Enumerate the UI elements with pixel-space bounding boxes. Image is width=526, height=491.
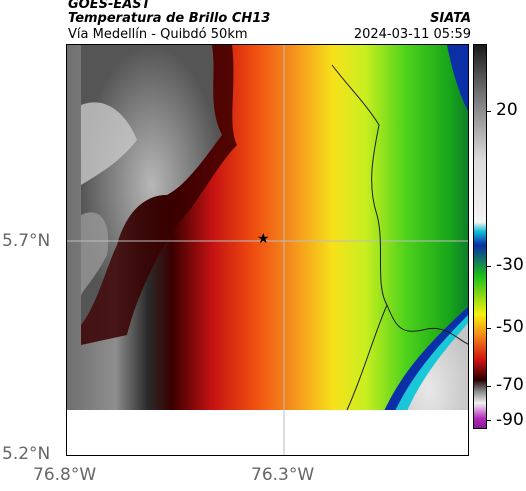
brightness-temperature-field [67, 45, 468, 455]
star-icon: ★ [257, 231, 270, 247]
colorbar-label: 20 [496, 100, 518, 120]
lon-label-2: 76.3°W [251, 465, 315, 485]
header-agency: SIATA [430, 11, 471, 26]
colorbar-scale [474, 45, 486, 428]
colorbar-label: -50 [496, 317, 524, 337]
lon-label-1: 76.8°W [33, 465, 97, 485]
colorbar-label: -70 [496, 375, 524, 395]
colorbar-tick [486, 386, 491, 387]
colorbar-label: -30 [496, 255, 524, 275]
header-region: Vía Medellín - Quibdó 50km [68, 27, 248, 42]
colorbar-tick [486, 420, 491, 421]
lat-label-2: 5.2°N [2, 444, 51, 464]
colorbar-tick [486, 328, 491, 329]
colorbar-tick [486, 111, 491, 112]
satellite-map[interactable]: ★ [66, 44, 469, 456]
header-product: Temperatura de Brillo CH13 [68, 11, 271, 26]
colorbar-tick [486, 266, 491, 267]
header-satellite: GOES-EAST [68, 0, 151, 12]
lat-label-1: 5.7°N [2, 231, 51, 251]
colorbar [473, 44, 487, 429]
colorbar-label: -90 [496, 410, 524, 430]
header-datetime: 2024-03-11 05:59 [353, 27, 471, 42]
